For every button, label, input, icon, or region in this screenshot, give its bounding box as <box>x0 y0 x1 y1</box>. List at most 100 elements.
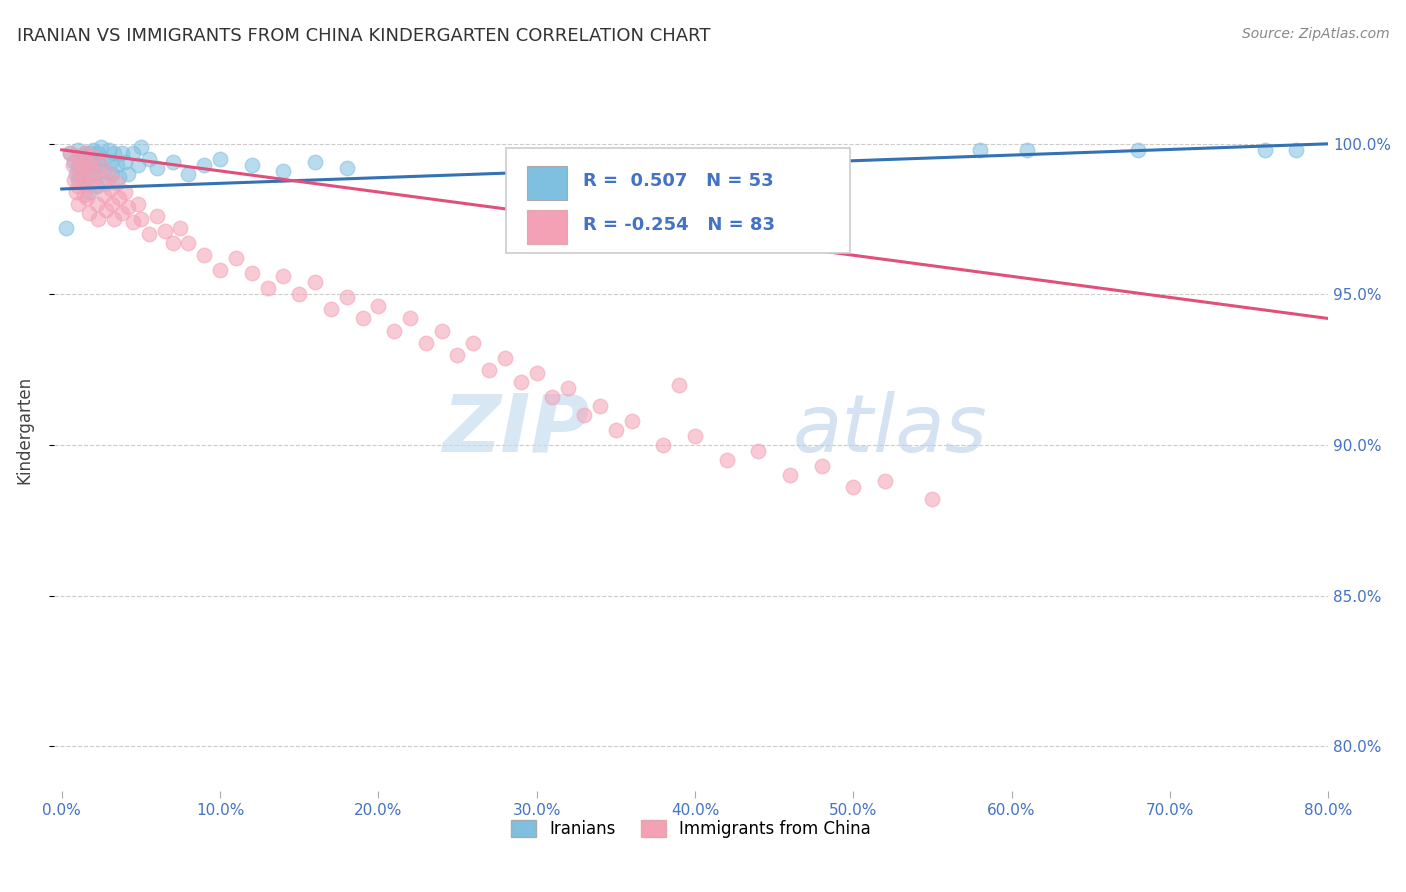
Point <box>63 173 86 187</box>
Point <box>100 154 122 169</box>
Point <box>273 164 295 178</box>
Point <box>652 438 675 452</box>
Point <box>273 269 295 284</box>
FancyBboxPatch shape <box>527 210 568 244</box>
Point <box>87 212 110 227</box>
Point <box>79 145 101 160</box>
Point <box>82 154 104 169</box>
Point <box>446 348 468 362</box>
Point <box>91 152 114 166</box>
Point <box>103 145 125 160</box>
Point <box>73 188 96 202</box>
Point <box>73 173 96 187</box>
Point <box>1017 143 1039 157</box>
Point <box>107 191 129 205</box>
Point <box>463 335 485 350</box>
Point <box>122 145 145 160</box>
Point <box>352 311 374 326</box>
Point <box>509 375 531 389</box>
Point <box>138 152 160 166</box>
Point <box>478 362 501 376</box>
Point <box>62 158 84 172</box>
Point <box>415 335 437 350</box>
Point <box>114 185 136 199</box>
Point <box>59 145 82 160</box>
Point <box>66 173 89 187</box>
Point <box>145 161 167 175</box>
Point <box>193 248 215 262</box>
Point <box>103 212 125 227</box>
Point <box>129 212 152 227</box>
Point <box>66 197 89 211</box>
Point <box>605 423 627 437</box>
Point <box>107 169 129 184</box>
Point <box>127 197 149 211</box>
Point <box>304 276 326 290</box>
Point <box>1254 143 1277 157</box>
Point <box>72 161 94 175</box>
Point <box>100 182 122 196</box>
Point <box>117 200 139 214</box>
Point <box>1128 143 1150 157</box>
Point <box>75 176 97 190</box>
Point <box>541 390 564 404</box>
Point <box>225 252 247 266</box>
Text: R =  0.507   N = 53: R = 0.507 N = 53 <box>582 172 773 190</box>
Point <box>84 178 107 193</box>
Point <box>620 414 643 428</box>
Text: R = -0.254   N = 83: R = -0.254 N = 83 <box>582 216 775 234</box>
Point <box>240 158 263 172</box>
Point <box>336 290 359 304</box>
Point <box>82 164 104 178</box>
Point <box>319 302 342 317</box>
Point <box>683 429 706 443</box>
Point <box>91 173 114 187</box>
Point <box>129 140 152 154</box>
FancyBboxPatch shape <box>527 166 568 200</box>
Point <box>93 188 115 202</box>
Legend: Iranians, Immigrants from China: Iranians, Immigrants from China <box>505 813 877 845</box>
Point <box>66 178 89 193</box>
Point <box>80 158 103 172</box>
Point <box>382 324 405 338</box>
Point <box>94 202 117 217</box>
Point <box>69 149 91 163</box>
Point <box>55 221 77 235</box>
Point <box>304 154 326 169</box>
Point <box>969 143 991 157</box>
Point <box>105 158 128 172</box>
Point <box>77 206 100 220</box>
Point <box>105 176 128 190</box>
Point <box>82 143 104 157</box>
Point <box>572 408 595 422</box>
Point <box>526 366 548 380</box>
Point <box>87 145 110 160</box>
Text: atlas: atlas <box>793 391 987 469</box>
Point <box>69 158 91 172</box>
Point <box>193 158 215 172</box>
Point <box>75 145 97 160</box>
Point <box>72 173 94 187</box>
Point <box>810 458 832 473</box>
Point <box>75 145 97 160</box>
Point <box>153 224 176 238</box>
Point <box>90 140 112 154</box>
Point <box>162 154 184 169</box>
Point <box>82 149 104 163</box>
Point <box>65 167 87 181</box>
Point <box>138 227 160 242</box>
Point <box>873 474 896 488</box>
Point <box>127 158 149 172</box>
Point <box>90 158 112 172</box>
Point <box>209 263 232 277</box>
Point <box>177 167 200 181</box>
Point <box>399 311 422 326</box>
Point <box>557 381 579 395</box>
Point <box>430 324 453 338</box>
Point <box>162 236 184 251</box>
Point <box>117 167 139 181</box>
Point <box>921 492 943 507</box>
Point <box>89 158 111 172</box>
Point <box>494 351 516 365</box>
Y-axis label: Kindergarten: Kindergarten <box>15 376 32 484</box>
